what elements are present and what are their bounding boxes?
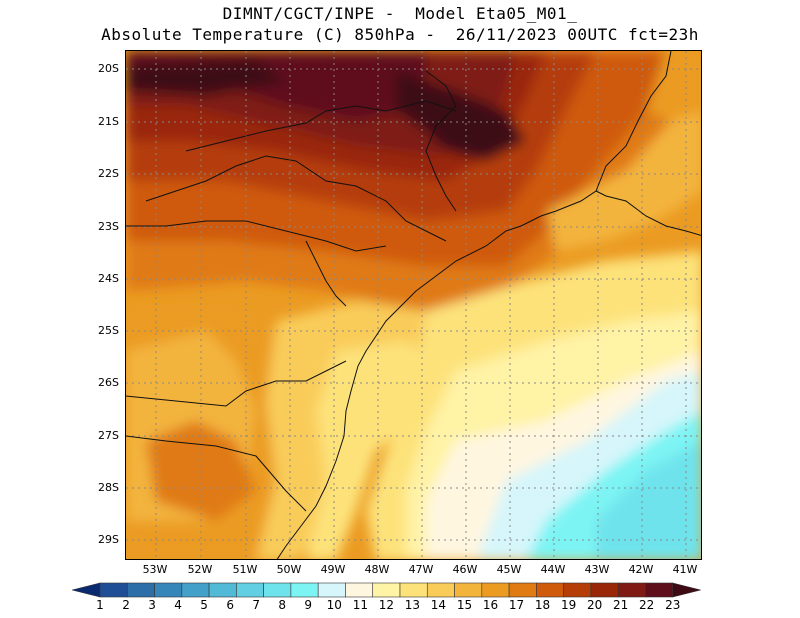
coastline-borders <box>126 51 701 559</box>
colorbar-segment <box>290 582 319 598</box>
lat-label-26s: 26S <box>98 376 119 389</box>
colorbar-arrow-right <box>672 582 701 598</box>
temperature-map <box>125 50 702 560</box>
colorbar-segment <box>645 582 674 598</box>
lon-label-50w: 50W <box>276 563 302 576</box>
lat-lon-grid <box>126 51 701 559</box>
lat-label-25s: 25S <box>98 324 119 337</box>
colorbar-label: 12 <box>378 598 394 612</box>
colorbar-label: 8 <box>278 598 287 612</box>
colorbar-arrow-left <box>71 582 101 598</box>
colorbar-segment <box>317 582 346 598</box>
colorbar-label: 4 <box>174 598 182 612</box>
colorbar-label: 15 <box>456 598 473 612</box>
lon-label-41w: 41W <box>672 563 698 576</box>
colorbar-label: 6 <box>226 598 234 612</box>
colorbar-label: 17 <box>508 598 525 612</box>
colorbar-segment <box>372 582 401 598</box>
colorbar-label: 11 <box>352 598 368 612</box>
colorbar-label: 9 <box>304 598 313 612</box>
lon-label-45w: 45W <box>496 563 522 576</box>
lon-label-46w: 46W <box>452 563 478 576</box>
lon-label-52w: 52W <box>187 563 213 576</box>
lon-label-51w: 51W <box>232 563 258 576</box>
colorbar-segment <box>345 582 374 598</box>
colorbar-label: 14 <box>430 598 447 612</box>
colorbar-segment <box>99 582 128 598</box>
lon-label-49w: 49W <box>320 563 346 576</box>
colorbar-segment <box>126 582 155 598</box>
lon-label-48w: 48W <box>364 563 390 576</box>
lat-label-29s: 29S <box>98 533 119 546</box>
colorbar-label: 7 <box>252 598 261 612</box>
colorbar-segment <box>181 582 210 598</box>
colorbar <box>71 582 701 598</box>
colorbar-segment <box>590 582 619 598</box>
lat-label-24s: 24S <box>98 272 119 285</box>
colorbar-label: 3 <box>148 598 156 612</box>
colorbar-label: 16 <box>482 598 499 612</box>
colorbar-label: 5 <box>200 598 208 612</box>
lat-label-21s: 21S <box>98 115 119 128</box>
colorbar-segment <box>426 582 455 598</box>
colorbar-label: 18 <box>534 598 551 612</box>
colorbar-segment <box>154 582 183 598</box>
colorbar-segment <box>454 582 483 598</box>
map-title-line-2: Absolute Temperature (C) 850hPa - 26/11/… <box>101 25 699 44</box>
lon-label-42w: 42W <box>628 563 654 576</box>
colorbar-label: 2 <box>122 598 130 612</box>
temperature-field <box>126 51 701 559</box>
colorbar-label: 1 <box>96 598 104 612</box>
colorbar-segment <box>617 582 646 598</box>
colorbar-label: 10 <box>326 598 342 612</box>
lon-label-53w: 53W <box>142 563 168 576</box>
map-canvas <box>126 51 701 559</box>
lat-label-23s: 23S <box>98 220 119 233</box>
colorbar-segment <box>481 582 510 598</box>
lat-label-28s: 28S <box>98 481 119 494</box>
colorbar-label: 19 <box>560 598 577 612</box>
map-title-line-1: DIMNT/CGCT/INPE - Model Eta05_M01_ <box>222 4 578 23</box>
colorbar-label: 22 <box>639 598 655 612</box>
lat-label-27s: 27S <box>98 429 119 442</box>
colorbar-label: 20 <box>586 598 603 612</box>
colorbar-segment <box>263 582 292 598</box>
colorbar-segment <box>236 582 264 598</box>
colorbar-segment <box>536 582 564 598</box>
colorbar-label: 23 <box>665 598 681 612</box>
colorbar-label: 21 <box>613 598 629 612</box>
lon-label-43w: 43W <box>584 563 610 576</box>
lon-label-44w: 44W <box>540 563 566 576</box>
colorbar-label: 13 <box>404 598 421 612</box>
colorbar-segment <box>508 582 537 598</box>
colorbar-segment <box>563 582 592 598</box>
lat-label-20s: 20S <box>98 62 119 75</box>
lon-label-47w: 47W <box>408 563 434 576</box>
colorbar-segment <box>208 582 237 598</box>
lat-label-22s: 22S <box>98 167 119 180</box>
colorbar-segment <box>399 582 428 598</box>
